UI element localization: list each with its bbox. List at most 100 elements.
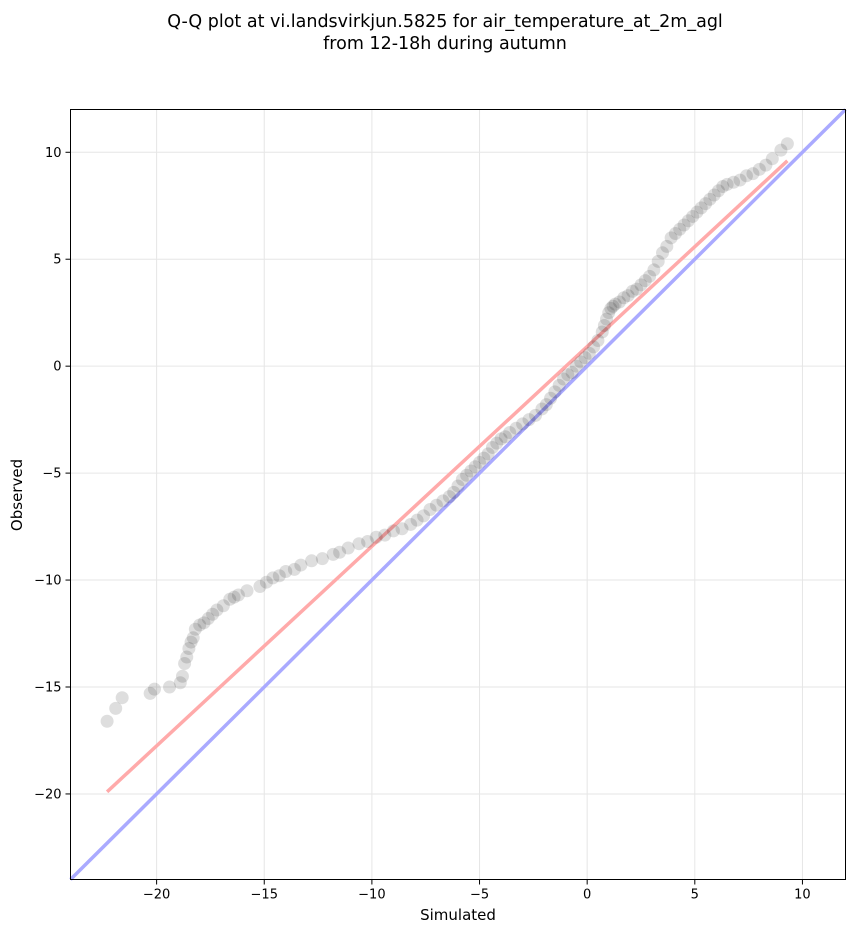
data-point [100,714,114,728]
data-point [711,184,725,198]
data-point [423,502,437,516]
data-point [468,460,482,474]
data-point [451,479,465,493]
data-point [591,334,605,347]
data-point [223,592,237,606]
data-point [606,299,620,313]
data-point [115,691,129,705]
fit-line [105,159,789,794]
data-points [100,137,794,728]
data-point [175,669,189,683]
data-point [294,558,308,572]
data-point [638,274,652,288]
data-point [690,205,704,219]
data-point [240,584,254,598]
data-point [460,468,474,482]
data-point [473,455,487,469]
y-tick-label: 10 [45,146,62,161]
data-point [369,530,383,544]
data-point [477,451,491,465]
data-point [578,351,592,365]
data-point [173,676,187,690]
data-point [188,622,202,636]
data-point [656,246,670,260]
x-tick-label: 10 [794,888,811,903]
data-point [660,239,674,253]
data-point [516,417,530,431]
data-point [197,616,211,630]
data-point [664,231,678,245]
data-point [617,291,631,305]
data-point [182,642,196,655]
data-point [455,473,469,487]
data-point [604,301,618,315]
y-tick-label: −15 [34,681,61,696]
x-axis-ticks: −20 −15 −10 −5 0 5 10 [143,879,811,903]
y-tick-label: −5 [42,467,61,482]
data-point [417,509,431,523]
data-point [147,682,161,696]
data-point [315,552,329,566]
plot-frame [70,109,846,880]
data-point [361,535,375,549]
data-point [178,656,192,670]
data-point [352,537,366,551]
data-point [765,152,779,166]
data-point [464,464,478,478]
chart-title-line-2: from 12-18h during autumn [323,34,567,54]
data-point [498,430,512,444]
data-point [552,378,566,392]
data-point [326,547,340,561]
data-point [752,162,766,176]
data-point [686,209,700,223]
data-point [746,167,760,181]
y-tick-label: 5 [53,253,61,268]
data-point [668,227,682,241]
data-point [535,402,549,416]
data-point [774,143,788,157]
reference-line-path [69,108,847,881]
data-point [210,603,224,617]
y-tick-label: −10 [34,574,61,589]
data-point [485,440,499,454]
data-point [259,575,273,589]
data-point [544,391,558,405]
data-point [231,588,245,602]
data-point [707,188,721,202]
data-point [429,498,443,512]
data-point [561,368,575,382]
data-point [727,175,741,189]
data-point [436,494,450,508]
data-point [395,522,409,536]
fit-line-path [105,159,789,794]
x-tick-label: 0 [583,888,591,903]
data-point [272,569,286,583]
data-point [647,263,661,277]
data-point [287,562,301,576]
data-point [602,306,616,320]
y-axis-ticks: −20 −15 −10 −5 0 5 10 [34,146,71,802]
data-point [716,180,730,193]
data-point [404,517,418,531]
data-point [341,541,355,555]
data-point [333,545,347,559]
data-point [216,599,230,613]
data-point [378,528,392,542]
data-point [600,312,614,326]
data-point [643,269,657,283]
data-point [193,618,207,632]
data-point [481,447,495,461]
data-point [509,421,523,435]
x-axis-label: Simulated [420,906,496,924]
data-point [206,607,220,621]
data-point [227,590,241,604]
data-point [677,218,691,232]
data-point [447,485,461,499]
data-point [634,278,648,292]
data-point [582,346,596,360]
data-point [529,408,542,422]
data-point [565,366,579,380]
data-point [681,214,695,228]
data-point [522,413,536,427]
data-point [780,137,794,151]
